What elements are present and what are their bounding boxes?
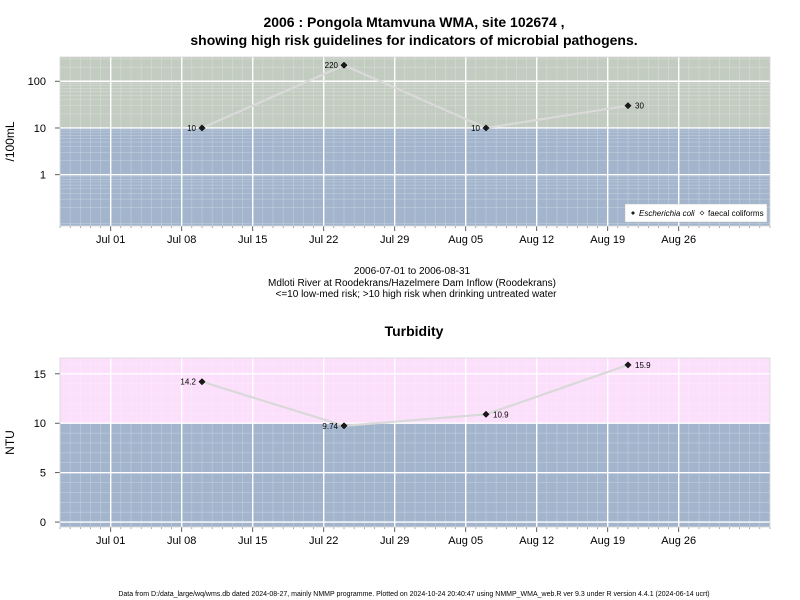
chart1-title-line-2: showing high risk guidelines for indicat… xyxy=(190,32,637,48)
chart2-plot-border xyxy=(59,357,771,528)
chart2-data-point xyxy=(198,378,206,386)
chart1-x-tick-label: Jul 08 xyxy=(167,234,196,246)
chart2-x-tick-label: Jul 22 xyxy=(309,535,338,547)
chart2-y-tick-label: 5 xyxy=(40,468,46,480)
chart1-legend-entry: faecal coliforms xyxy=(708,209,764,218)
chart1-legend-marker xyxy=(699,210,705,216)
chart1-legend: Escherichia coli faecal coliforms xyxy=(624,203,768,223)
chart1-legend-marker xyxy=(631,211,635,215)
chart2-x-tick-label: Jul 01 xyxy=(96,535,125,547)
chart1-plot-border xyxy=(59,56,771,227)
chart2-x-tick-label: Jul 29 xyxy=(380,535,409,547)
chart1-guideline-note: <=10 low-med risk; >10 high risk when dr… xyxy=(276,289,558,300)
chart2-data-label: 14.2 xyxy=(180,378,196,387)
chart1-y-tick-label: 10 xyxy=(34,123,46,135)
chart1-data-point xyxy=(340,61,348,69)
chart1-site-name: Mdloti River at Roodekrans/Hazelmere Dam… xyxy=(268,278,556,289)
chart2-y-tick-label: 15 xyxy=(34,369,46,381)
chart2-data-label: 9.74 xyxy=(322,422,338,431)
chart2-series-line xyxy=(201,363,629,427)
chart2-data-label: 15.9 xyxy=(635,361,651,370)
chart2-data-label: 10.9 xyxy=(493,410,509,419)
chart1-data-point xyxy=(198,124,206,132)
chart1-x-tick-label: Jul 22 xyxy=(309,234,338,246)
chart1-legend-entry: Escherichia coli xyxy=(639,209,695,218)
chart1-y-tick-label: 100 xyxy=(28,76,46,88)
chart2-x-tick-label: Jul 08 xyxy=(167,535,196,547)
chart1-legend-box xyxy=(624,203,768,223)
chart1-data-point xyxy=(482,124,490,132)
chart2-title: Turbidity xyxy=(385,323,444,339)
chart1-data-label: 220 xyxy=(325,61,339,70)
chart1-x-tick-label: Jul 01 xyxy=(96,234,125,246)
chart1-x-tick-label: Aug 12 xyxy=(519,234,554,246)
chart2-data-point xyxy=(624,361,632,369)
footer-note: Data from D:/data_large/wq/wms.db dated … xyxy=(118,591,709,598)
chart1-x-tick-label: Jul 15 xyxy=(238,234,267,246)
chart1-series-line xyxy=(201,64,629,130)
chart1-data-point xyxy=(624,102,632,110)
chart2-x-tick-label: Aug 05 xyxy=(448,535,483,547)
chart2-x-tick-label: Jul 15 xyxy=(238,535,267,547)
chart1-date-range: 2006-07-01 to 2006-08-31 xyxy=(354,266,471,277)
chart2-data-point xyxy=(340,422,348,430)
microbial-chart: Jul 01 Jul 08 Jul 15 Jul 22 Jul 29 Aug 05 Aug … xyxy=(3,56,771,246)
chart2-x-tick-label: Aug 26 xyxy=(661,535,696,547)
chart2-y-tick-label: 10 xyxy=(34,418,46,430)
chart1-data-label: 30 xyxy=(635,102,644,111)
chart1-y-tick-label: 1 xyxy=(40,170,46,182)
chart1-data-label: 10 xyxy=(187,124,196,133)
chart2-x-tick-label: Aug 19 xyxy=(590,535,625,547)
turbidity-chart: Jul 01 Jul 08 Jul 15 Jul 22 Jul 29 Aug 05 Aug … xyxy=(3,357,771,547)
chart2-y-tick-label: 0 xyxy=(40,517,46,529)
chart2-y-axis-label: NTU xyxy=(3,430,17,455)
chart1-data-label: 10 xyxy=(471,124,480,133)
chart1-x-tick-label: Aug 26 xyxy=(661,234,696,246)
chart1-title-line-1: 2006 : Pongola Mtamvuna WMA, site 102674… xyxy=(263,14,564,30)
chart1-x-tick-label: Aug 19 xyxy=(590,234,625,246)
chart1-x-tick-label: Aug 05 xyxy=(448,234,483,246)
chart2-x-tick-label: Aug 12 xyxy=(519,535,554,547)
chart1-x-tick-label: Jul 29 xyxy=(380,234,409,246)
chart2-data-point xyxy=(482,410,490,418)
chart1-y-axis-label: /100mL xyxy=(3,121,17,161)
